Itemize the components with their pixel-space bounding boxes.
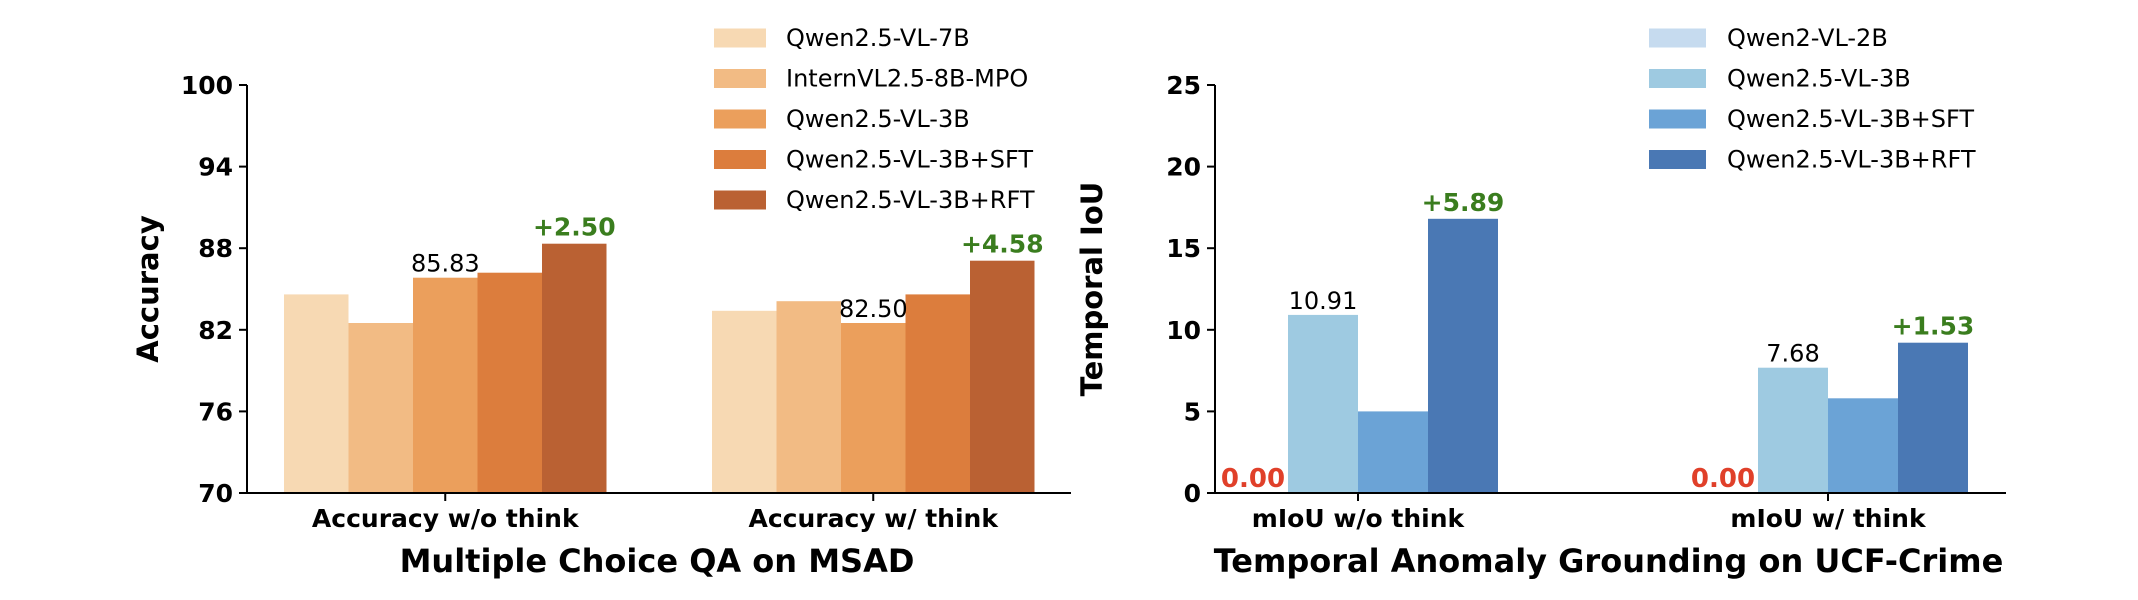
legend-swatch <box>1649 109 1706 129</box>
bar <box>776 301 841 493</box>
y-tick-label: 70 <box>198 479 233 508</box>
legend-swatch <box>714 69 766 88</box>
x-axis-title: Temporal Anomaly Grounding on UCF-Crime <box>1214 542 2004 580</box>
bar <box>284 294 349 493</box>
y-axis-title: Temporal IoU <box>1075 182 1109 397</box>
zero-label: 0.00 <box>1691 464 1755 494</box>
y-tick-label: 20 <box>1166 153 1201 182</box>
bar <box>477 272 542 493</box>
legend-swatch <box>1649 69 1706 88</box>
bar <box>1428 218 1498 494</box>
legend-label: Qwen2-VL-2B <box>1727 24 1888 52</box>
chart-panel-1: 70 76 82 88 94 100 Accuracy w/o think Accuracy … <box>131 24 1071 580</box>
data-label: 10.91 <box>1289 287 1358 315</box>
legend-swatch <box>1649 150 1706 169</box>
legend: Qwen2.5-VL-7B InternVL2.5-8B-MPO Qwen2.5-V… <box>714 24 1035 214</box>
legend-label: Qwen2.5-VL-3B+RFT <box>1727 146 1976 174</box>
bar <box>542 243 607 493</box>
delta-label: +5.89 <box>1422 188 1505 217</box>
bar <box>970 260 1035 493</box>
y-axis-title: Accuracy <box>131 215 165 363</box>
bar <box>712 310 777 493</box>
legend-swatch <box>714 150 766 169</box>
y-tick-label: 100 <box>181 71 233 100</box>
bar <box>1898 342 1968 493</box>
x-tick-label: Accuracy w/o think <box>312 504 580 533</box>
y-tick-label: 5 <box>1184 397 1201 426</box>
x-tick-label: mIoU w/o think <box>1252 504 1466 533</box>
bar <box>1828 398 1898 493</box>
zero-label: 0.00 <box>1221 464 1285 494</box>
bar-group <box>1288 218 1968 494</box>
legend-swatch <box>714 109 766 129</box>
y-tick-label: 94 <box>198 153 233 182</box>
legend-label: Qwen2.5-VL-3B+SFT <box>1727 105 1974 133</box>
y-tick-label: 88 <box>198 234 233 263</box>
legend-label: InternVL2.5-8B-MPO <box>786 65 1028 93</box>
bar-group <box>284 243 1035 493</box>
data-label: 85.83 <box>411 250 480 278</box>
x-tick-label: mIoU w/ think <box>1730 504 1927 533</box>
legend-label: Qwen2.5-VL-3B <box>786 105 970 133</box>
y-tick-label: 10 <box>1166 316 1201 345</box>
legend-swatch <box>714 28 766 48</box>
y-tick-label: 25 <box>1166 71 1201 100</box>
data-label: 7.68 <box>1766 340 1819 368</box>
y-tick-label: 82 <box>198 316 233 345</box>
delta-label: +2.50 <box>533 213 616 242</box>
delta-label: +1.53 <box>1892 312 1975 341</box>
chart-panel-2: 0 5 10 15 20 25 mIoU w/o think mIoU w/ think Tem… <box>1075 24 2006 580</box>
y-tick-label: 76 <box>198 397 233 426</box>
legend-label: Qwen2.5-VL-3B <box>1727 65 1911 93</box>
legend-label: Qwen2.5-VL-3B+SFT <box>786 146 1033 174</box>
bar <box>413 277 478 493</box>
delta-label: +4.58 <box>961 230 1044 259</box>
legend-swatch <box>714 190 766 210</box>
bar <box>348 323 413 493</box>
x-tick-label: Accuracy w/ think <box>749 504 1000 533</box>
bar <box>1358 411 1428 493</box>
data-label: 82.50 <box>839 295 908 323</box>
bar <box>1758 367 1828 493</box>
legend-label: Qwen2.5-VL-7B <box>786 24 970 52</box>
y-tick-label: 0 <box>1184 479 1201 508</box>
legend-swatch <box>1649 28 1706 48</box>
legend: Qwen2-VL-2B Qwen2.5-VL-3B Qwen2.5-VL-3B+SF… <box>1649 24 1976 174</box>
legend-label: Qwen2.5-VL-3B+RFT <box>786 186 1035 214</box>
y-tick-label: 15 <box>1166 234 1201 263</box>
bar <box>1288 314 1358 493</box>
x-axis-title: Multiple Choice QA on MSAD <box>400 542 915 580</box>
bar <box>905 294 970 493</box>
bar <box>841 323 906 493</box>
